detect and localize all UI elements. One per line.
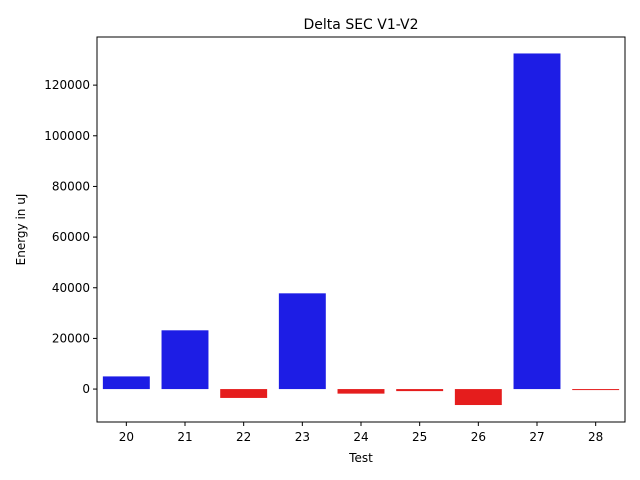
- y-tick-label: 100000: [44, 129, 90, 143]
- x-tick-label: 26: [471, 430, 486, 444]
- x-axis: 20 21 22 23 24 25 26 27 28: [119, 422, 603, 444]
- y-tick-label: 0: [82, 382, 90, 396]
- y-axis: 0 20000 40000 60000 80000 100000 120000: [44, 78, 97, 396]
- x-tick-label: 27: [529, 430, 544, 444]
- y-tick-label: 20000: [52, 331, 90, 345]
- x-tick-label: 23: [295, 430, 310, 444]
- bar-22: [220, 389, 268, 398]
- x-tick-label: 25: [412, 430, 427, 444]
- plot-area: [102, 53, 620, 406]
- bar-28: [572, 389, 620, 391]
- y-tick-label: 60000: [52, 230, 90, 244]
- x-tick-label: 28: [588, 430, 603, 444]
- y-tick-label: 80000: [52, 179, 90, 193]
- bar-23: [278, 293, 326, 390]
- bar-26: [454, 389, 502, 406]
- y-axis-label: Energy in uJ: [14, 194, 28, 266]
- bar-25: [396, 389, 444, 392]
- x-tick-label: 24: [353, 430, 368, 444]
- x-axis-label: Test: [348, 451, 373, 465]
- x-tick-label: 22: [236, 430, 251, 444]
- y-tick-label: 120000: [44, 78, 90, 92]
- bar-27: [513, 53, 561, 390]
- x-tick-label: 20: [119, 430, 134, 444]
- bar-20: [102, 376, 150, 390]
- y-tick-label: 40000: [52, 281, 90, 295]
- bar-24: [337, 389, 385, 394]
- chart-title: Delta SEC V1-V2: [304, 17, 419, 33]
- x-tick-label: 21: [177, 430, 192, 444]
- bar-21: [161, 330, 209, 390]
